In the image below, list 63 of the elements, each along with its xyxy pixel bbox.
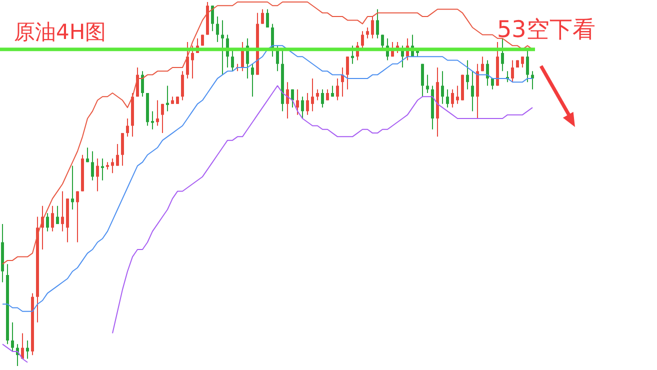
candlestick [321,88,324,108]
text: 原油4H图 [14,20,106,44]
candlestick [451,88,454,108]
candlestick [481,56,484,72]
candlestick [311,78,314,112]
candlestick [51,205,54,232]
candlestick [251,63,254,98]
candlestick [61,190,64,232]
candlestick [301,96,304,119]
candlestick [191,45,194,79]
candlestick [466,60,469,90]
candlestick [296,88,299,116]
candlestick [161,103,164,134]
candlestick [286,82,289,119]
candlestick [426,74,429,94]
candlestick [86,147,89,163]
candlestick [76,190,79,243]
candlestick [326,88,329,101]
candlestick [306,92,309,116]
candlestick [486,60,489,86]
candlestick [126,118,129,138]
candlestick [366,26,369,39]
candlestick [181,70,184,101]
candlestick [371,16,374,39]
candlestick [91,150,94,181]
candlestick [351,45,354,64]
candlestick [361,30,364,50]
candlestick [211,5,214,32]
candlestick [261,8,264,24]
candlestick [216,16,219,43]
candlestick [141,70,144,98]
candlestick [336,78,339,101]
candlestick [441,70,444,104]
candlestick [291,88,294,108]
candlestick [121,132,124,166]
candlestick [116,143,119,166]
candlestick [71,165,74,210]
candlestick [156,100,159,126]
candlestick [56,205,59,225]
candlestick [316,88,319,101]
candlestick [346,56,349,90]
annotation: 53空下看 [497,17,596,43]
candlestick [456,85,459,104]
candlestick [521,56,524,68]
candlestick [186,42,189,79]
candlestick [511,60,514,83]
candlestick [501,38,504,72]
candlestick [46,212,49,232]
candlestick [221,20,224,76]
candlestick [376,8,379,39]
candlestick [471,70,474,112]
candlestick [96,158,99,192]
candlestick [446,88,449,108]
candlestick [266,8,269,28]
candlestick [101,158,104,181]
candlestick [11,322,14,352]
candlestick [151,110,154,130]
candlestick [231,48,234,72]
candlestick [166,85,169,112]
candlestick [111,158,114,174]
candlestick [26,340,29,360]
candlestick [421,63,424,98]
candlestick [526,48,529,83]
